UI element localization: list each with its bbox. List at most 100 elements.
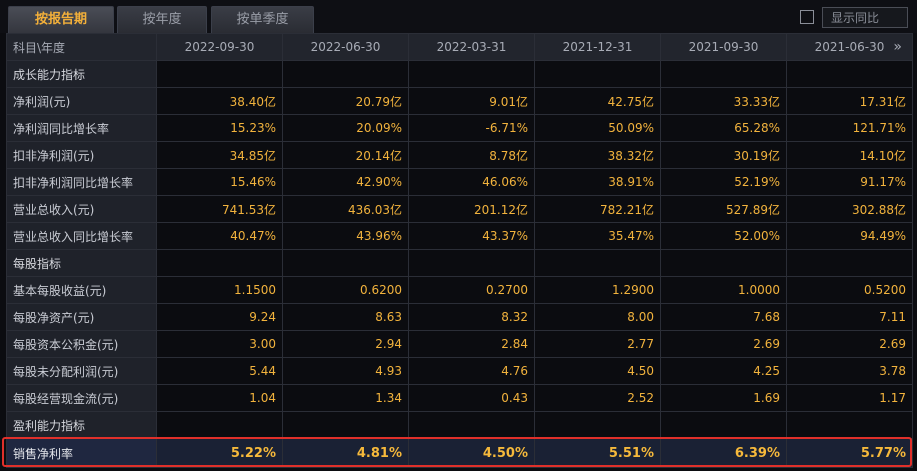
table-row: 营业总收入同比增长率 40.47% 43.96% 43.37% 35.47% 52.00%… bbox=[6, 222, 913, 250]
value-cell bbox=[786, 249, 913, 277]
row-label: 基本每股收益(元) bbox=[6, 276, 157, 304]
value-cell: 38.32亿 bbox=[534, 141, 661, 169]
value-cell: 3.00 bbox=[156, 330, 283, 358]
value-cell bbox=[156, 60, 283, 88]
value-cell: 6.39% bbox=[660, 438, 787, 468]
value-cell bbox=[786, 60, 913, 88]
value-cell: 4.50 bbox=[534, 357, 661, 385]
table-row: 每股净资产(元) 9.24 8.63 8.32 8.00 7.68 7.11 bbox=[6, 303, 913, 331]
value-cell: 43.96% bbox=[282, 222, 409, 250]
double-chevron-right-icon[interactable]: » bbox=[893, 39, 902, 55]
value-cell: 1.2900 bbox=[534, 276, 661, 304]
section-row: 成长能力指标 bbox=[6, 60, 913, 88]
value-cell: 46.06% bbox=[408, 168, 535, 196]
top-bar: 按报告期 按年度 按单季度 显示同比 bbox=[0, 0, 917, 33]
value-cell: 302.88亿 bbox=[786, 195, 913, 223]
tab-by-report-period[interactable]: 按报告期 bbox=[8, 6, 114, 33]
column-header-period: 2021-06-30 bbox=[786, 33, 913, 61]
value-cell: 1.04 bbox=[156, 384, 283, 412]
value-cell: 42.90% bbox=[282, 168, 409, 196]
column-header-period: 2022-06-30 bbox=[282, 33, 409, 61]
value-cell: 34.85亿 bbox=[156, 141, 283, 169]
column-header-period: 2021-09-30 bbox=[660, 33, 787, 61]
row-label: 每股未分配利润(元) bbox=[6, 357, 157, 385]
table-row: 净利润(元) 38.40亿 20.79亿 9.01亿 42.75亿 33.33亿 17.31… bbox=[6, 87, 913, 115]
value-cell bbox=[786, 411, 913, 439]
value-cell: 2.69 bbox=[660, 330, 787, 358]
value-cell: 1.17 bbox=[786, 384, 913, 412]
value-cell: 2.69 bbox=[786, 330, 913, 358]
value-cell: 4.25 bbox=[660, 357, 787, 385]
row-label: 净利润同比增长率 bbox=[6, 114, 157, 142]
section-row: 每股指标 bbox=[6, 249, 913, 277]
section-row: 盈利能力指标 bbox=[6, 411, 913, 439]
value-cell: 121.71% bbox=[786, 114, 913, 142]
value-cell: 50.09% bbox=[534, 114, 661, 142]
value-cell: 0.43 bbox=[408, 384, 535, 412]
tab-by-year[interactable]: 按年度 bbox=[117, 6, 207, 33]
section-title: 每股指标 bbox=[6, 249, 157, 277]
value-cell bbox=[660, 411, 787, 439]
value-cell bbox=[282, 411, 409, 439]
value-cell bbox=[660, 60, 787, 88]
value-cell: 4.50% bbox=[408, 438, 535, 468]
value-cell: 33.33亿 bbox=[660, 87, 787, 115]
value-cell bbox=[534, 411, 661, 439]
value-cell: 94.49% bbox=[786, 222, 913, 250]
row-label: 每股资本公积金(元) bbox=[6, 330, 157, 358]
table-row: 基本每股收益(元) 1.1500 0.6200 0.2700 1.2900 1.0000 0… bbox=[6, 276, 913, 304]
table-row: 每股经营现金流(元) 1.04 1.34 0.43 2.52 1.69 1.17 bbox=[6, 384, 913, 412]
value-cell: 42.75亿 bbox=[534, 87, 661, 115]
show-yoy-checkbox[interactable] bbox=[800, 10, 814, 24]
tab-by-quarter[interactable]: 按单季度 bbox=[211, 6, 314, 33]
row-label: 每股经营现金流(元) bbox=[6, 384, 157, 412]
value-cell: 2.94 bbox=[282, 330, 409, 358]
value-cell: 20.79亿 bbox=[282, 87, 409, 115]
value-cell bbox=[156, 249, 283, 277]
value-cell: 5.77% bbox=[786, 438, 913, 468]
table-row: 营业总收入(元) 741.53亿 436.03亿 201.12亿 782.21亿 527.… bbox=[6, 195, 913, 223]
value-cell: 14.10亿 bbox=[786, 141, 913, 169]
value-cell: 2.77 bbox=[534, 330, 661, 358]
value-cell: 52.19% bbox=[660, 168, 787, 196]
financial-table-container: 科目\年度 2022-09-30 2022-06-30 2022-03-31 2… bbox=[6, 33, 913, 471]
row-label: 营业总收入(元) bbox=[6, 195, 157, 223]
value-cell: 5.51% bbox=[534, 438, 661, 468]
value-cell: 8.32 bbox=[408, 303, 535, 331]
table-row: 净利润同比增长率 15.23% 20.09% -6.71% 50.09% 65.28% 12… bbox=[6, 114, 913, 142]
value-cell: 4.93 bbox=[282, 357, 409, 385]
value-cell: 201.12亿 bbox=[408, 195, 535, 223]
header-row: 科目\年度 2022-09-30 2022-06-30 2022-03-31 2… bbox=[6, 33, 913, 61]
value-cell: -6.71% bbox=[408, 114, 535, 142]
table-row: 扣非净利润(元) 34.85亿 20.14亿 8.78亿 38.32亿 30.19亿 14.… bbox=[6, 141, 913, 169]
value-cell: 38.91% bbox=[534, 168, 661, 196]
show-yoy-button[interactable]: 显示同比 bbox=[822, 7, 908, 28]
column-header-label: 科目\年度 bbox=[6, 33, 157, 61]
value-cell: 8.78亿 bbox=[408, 141, 535, 169]
value-cell bbox=[156, 411, 283, 439]
value-cell: 15.46% bbox=[156, 168, 283, 196]
value-cell: 91.17% bbox=[786, 168, 913, 196]
value-cell: 30.19亿 bbox=[660, 141, 787, 169]
value-cell: 38.40亿 bbox=[156, 87, 283, 115]
value-cell: 741.53亿 bbox=[156, 195, 283, 223]
value-cell: 7.68 bbox=[660, 303, 787, 331]
value-cell: 5.44 bbox=[156, 357, 283, 385]
value-cell: 2.52 bbox=[534, 384, 661, 412]
value-cell: 35.47% bbox=[534, 222, 661, 250]
value-cell: 0.6200 bbox=[282, 276, 409, 304]
value-cell bbox=[660, 249, 787, 277]
table-row: 扣非净利润同比增长率 15.46% 42.90% 46.06% 38.91% 52.19%… bbox=[6, 168, 913, 196]
row-label: 扣非净利润同比增长率 bbox=[6, 168, 157, 196]
row-label: 净利润(元) bbox=[6, 87, 157, 115]
table-row: 每股未分配利润(元) 5.44 4.93 4.76 4.50 4.25 3.78 bbox=[6, 357, 913, 385]
column-header-period: 2022-09-30 bbox=[156, 33, 283, 61]
value-cell: 4.81% bbox=[282, 438, 409, 468]
value-cell: 1.1500 bbox=[156, 276, 283, 304]
value-cell bbox=[534, 60, 661, 88]
value-cell: 5.22% bbox=[156, 438, 283, 468]
value-cell: 1.0000 bbox=[660, 276, 787, 304]
table-row: 每股资本公积金(元) 3.00 2.94 2.84 2.77 2.69 2.69 bbox=[6, 330, 913, 358]
value-cell bbox=[408, 60, 535, 88]
financial-indicators-table: 科目\年度 2022-09-30 2022-06-30 2022-03-31 2… bbox=[6, 33, 913, 468]
